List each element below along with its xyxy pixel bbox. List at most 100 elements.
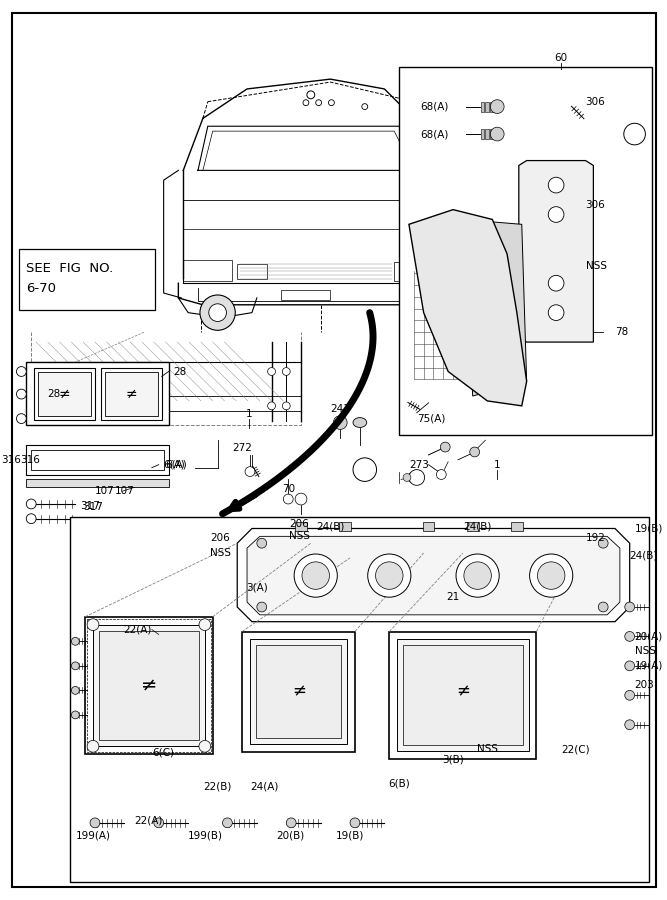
Bar bbox=[403, 645, 523, 745]
Circle shape bbox=[200, 295, 235, 330]
Text: NSS: NSS bbox=[289, 531, 309, 541]
Text: 316: 316 bbox=[21, 454, 40, 464]
Text: 241: 241 bbox=[330, 404, 350, 414]
Circle shape bbox=[199, 741, 211, 752]
Text: 199(A): 199(A) bbox=[75, 831, 110, 841]
Text: ≠: ≠ bbox=[125, 387, 137, 401]
Bar bbox=[399, 68, 652, 436]
Text: 317: 317 bbox=[83, 502, 103, 512]
Bar bbox=[87, 619, 211, 752]
Circle shape bbox=[307, 91, 315, 99]
Circle shape bbox=[209, 304, 226, 321]
Circle shape bbox=[199, 619, 211, 631]
Bar bbox=[237, 264, 267, 279]
Polygon shape bbox=[237, 528, 630, 622]
Polygon shape bbox=[85, 616, 213, 754]
Text: 107: 107 bbox=[95, 486, 115, 496]
Text: 68(A): 68(A) bbox=[421, 102, 449, 112]
Text: 70: 70 bbox=[281, 484, 295, 494]
Circle shape bbox=[334, 416, 347, 429]
Text: 192: 192 bbox=[586, 534, 605, 544]
Bar bbox=[486, 102, 490, 112]
Text: 1: 1 bbox=[494, 460, 500, 470]
Circle shape bbox=[598, 602, 608, 612]
Circle shape bbox=[328, 100, 334, 105]
Bar bbox=[490, 102, 494, 112]
Circle shape bbox=[90, 818, 100, 828]
Circle shape bbox=[71, 662, 79, 670]
Circle shape bbox=[302, 562, 329, 590]
Text: A: A bbox=[362, 464, 368, 474]
Polygon shape bbox=[463, 220, 527, 396]
Text: NSS: NSS bbox=[477, 744, 498, 754]
Circle shape bbox=[283, 494, 293, 504]
Text: 22(A): 22(A) bbox=[134, 816, 163, 826]
Circle shape bbox=[71, 687, 79, 694]
Bar bbox=[250, 639, 347, 744]
Text: ≠: ≠ bbox=[292, 682, 306, 700]
Circle shape bbox=[282, 367, 290, 375]
Bar bbox=[394, 262, 429, 281]
Text: SEE  FIG  NO.: SEE FIG NO. bbox=[26, 262, 113, 275]
Text: 1: 1 bbox=[245, 409, 252, 419]
Circle shape bbox=[350, 818, 360, 828]
Text: 306: 306 bbox=[586, 96, 605, 107]
Bar bbox=[511, 522, 523, 531]
Text: 6-70: 6-70 bbox=[26, 282, 56, 294]
Text: 3(A): 3(A) bbox=[246, 582, 267, 592]
Circle shape bbox=[598, 538, 608, 548]
Text: 22(A): 22(A) bbox=[123, 625, 152, 634]
Text: 24(A): 24(A) bbox=[250, 781, 278, 791]
Text: 6(A): 6(A) bbox=[165, 460, 187, 470]
Circle shape bbox=[71, 637, 79, 645]
Text: 19(B): 19(B) bbox=[336, 831, 364, 841]
Circle shape bbox=[376, 562, 403, 590]
Bar bbox=[99, 631, 199, 741]
Ellipse shape bbox=[353, 418, 367, 428]
Circle shape bbox=[257, 538, 267, 548]
Bar bbox=[19, 249, 155, 310]
Text: 22(C): 22(C) bbox=[561, 744, 590, 754]
Text: NSS: NSS bbox=[586, 260, 606, 271]
Circle shape bbox=[490, 100, 504, 113]
Bar bbox=[101, 367, 161, 419]
Circle shape bbox=[625, 632, 634, 642]
Bar bbox=[467, 522, 479, 531]
Bar bbox=[419, 151, 434, 190]
Bar bbox=[480, 102, 484, 112]
Text: 75(A): 75(A) bbox=[417, 414, 445, 424]
Text: 21: 21 bbox=[446, 592, 460, 602]
Bar bbox=[490, 130, 494, 139]
Text: 203: 203 bbox=[634, 680, 654, 690]
Bar bbox=[31, 450, 163, 470]
Circle shape bbox=[26, 500, 36, 508]
Circle shape bbox=[257, 602, 267, 612]
Text: 24(B): 24(B) bbox=[464, 521, 492, 532]
Circle shape bbox=[368, 554, 411, 598]
Circle shape bbox=[223, 818, 232, 828]
Circle shape bbox=[353, 458, 377, 482]
Circle shape bbox=[403, 473, 411, 482]
Circle shape bbox=[17, 389, 26, 399]
Text: NSS: NSS bbox=[634, 646, 656, 656]
Bar bbox=[93, 625, 205, 746]
Bar bbox=[340, 522, 351, 531]
Text: 68(A): 68(A) bbox=[421, 129, 449, 140]
Text: 6(C): 6(C) bbox=[152, 747, 174, 757]
Circle shape bbox=[429, 298, 458, 328]
Circle shape bbox=[267, 367, 275, 375]
Bar bbox=[26, 446, 169, 474]
Circle shape bbox=[409, 470, 425, 485]
Circle shape bbox=[362, 104, 368, 110]
Text: 3(B): 3(B) bbox=[442, 754, 464, 764]
Text: ≠: ≠ bbox=[456, 682, 470, 700]
Polygon shape bbox=[409, 210, 527, 406]
Text: A: A bbox=[631, 129, 638, 140]
Circle shape bbox=[530, 554, 573, 598]
Circle shape bbox=[625, 661, 634, 670]
Text: 20(A): 20(A) bbox=[634, 632, 663, 642]
Bar bbox=[26, 480, 169, 487]
Circle shape bbox=[303, 100, 309, 105]
Bar bbox=[71, 517, 649, 882]
Polygon shape bbox=[519, 160, 594, 342]
